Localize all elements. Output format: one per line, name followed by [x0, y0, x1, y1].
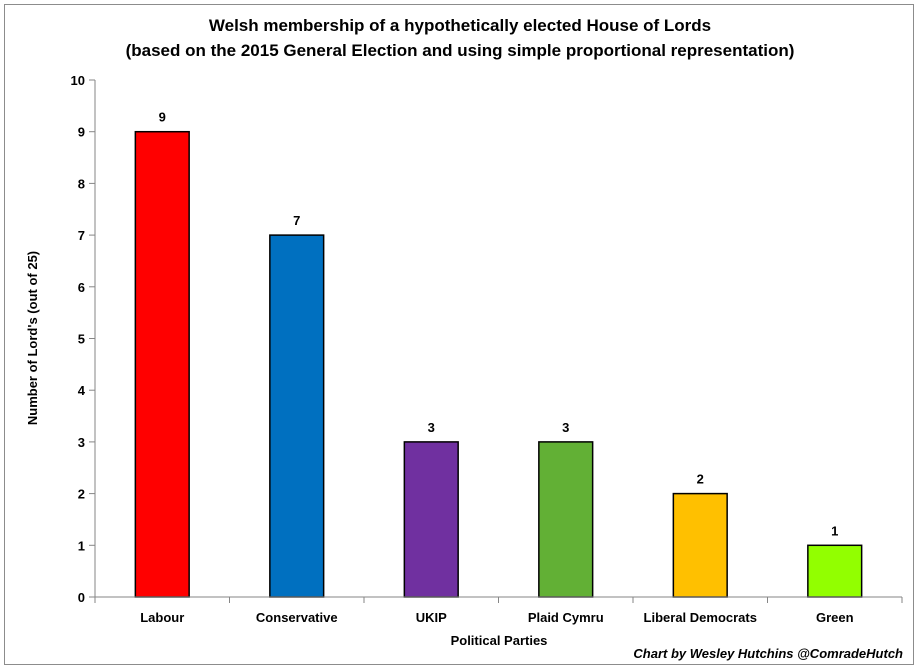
x-tick-label: Conservative: [256, 610, 338, 625]
y-tick-label: 8: [78, 176, 85, 191]
y-tick-label: 6: [78, 280, 85, 295]
x-axis-tick-labels: Labour Conservative UKIP Plaid Cymru Liberal…: [140, 610, 853, 625]
bar: [403, 441, 459, 598]
data-label: 2: [697, 472, 704, 487]
y-axis-title: Number of Lord's (out of 25): [25, 251, 40, 425]
x-tick-label: Labour: [140, 610, 184, 625]
data-labels: 9 7 3 3 2 1: [159, 110, 839, 539]
y-tick-label: 0: [78, 590, 85, 605]
y-tick-label: 7: [78, 228, 85, 243]
bars: [134, 130, 863, 598]
data-label: 1: [831, 523, 838, 538]
bar: [134, 130, 190, 598]
x-tick-label: Plaid Cymru: [528, 610, 604, 625]
y-tick-label: 9: [78, 125, 85, 140]
y-axis-ticks: [89, 79, 95, 598]
data-label: 3: [562, 420, 569, 435]
data-label: 3: [428, 420, 435, 435]
y-tick-label: 1: [78, 538, 85, 553]
chart-title: Welsh membership of a hypothetically ele…: [209, 16, 711, 35]
data-label: 7: [293, 213, 300, 228]
y-tick-label: 3: [78, 435, 85, 450]
bar: [672, 492, 728, 598]
chart-credit: Chart by Wesley Hutchins @ComradeHutch: [633, 646, 903, 661]
x-axis-ticks: [94, 597, 903, 603]
y-tick-label: 4: [78, 383, 86, 398]
y-tick-label: 5: [78, 332, 85, 347]
bar: [269, 234, 325, 598]
y-tick-label: 10: [71, 73, 85, 88]
x-axis-title: Political Parties: [451, 633, 548, 648]
chart-subtitle: (based on the 2015 General Election and …: [126, 41, 795, 60]
bar: [538, 441, 594, 598]
y-tick-label: 2: [78, 487, 85, 502]
y-axis-tick-labels: 0 1 2 3 4 5 6 7 8 9 10: [71, 73, 86, 605]
data-label: 9: [159, 110, 166, 125]
bar: [807, 544, 863, 598]
x-tick-label: UKIP: [416, 610, 447, 625]
x-tick-label: Green: [816, 610, 854, 625]
x-tick-label: Liberal Democrats: [644, 610, 757, 625]
